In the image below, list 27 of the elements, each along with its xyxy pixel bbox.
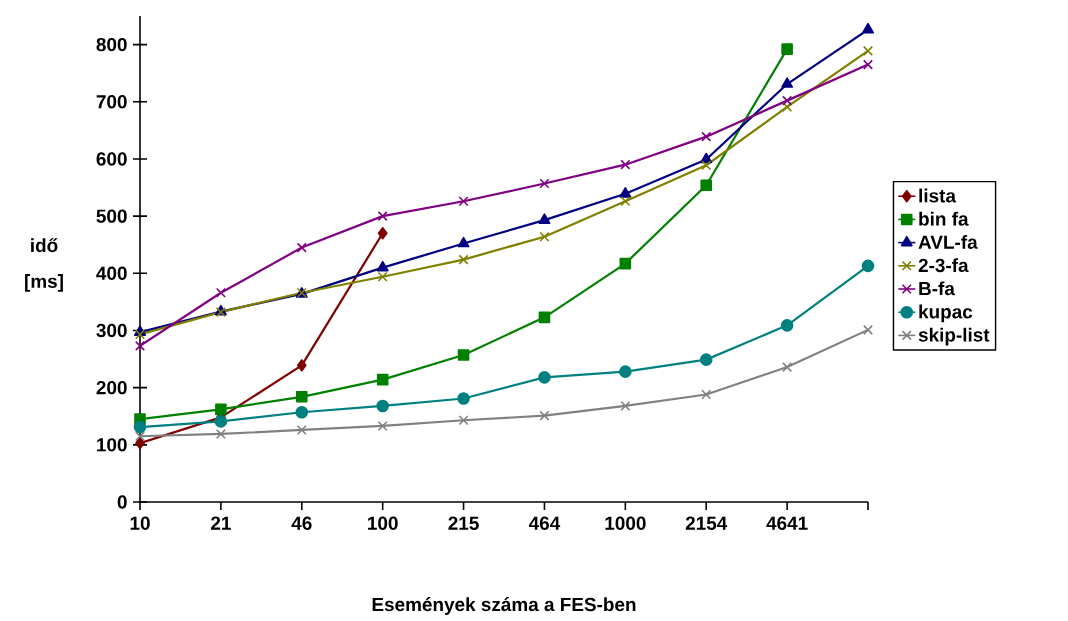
legend-label: skip-list	[918, 327, 990, 346]
x-tick-label: 464	[528, 516, 561, 530]
legend-label: lista	[919, 188, 957, 203]
legend-label: kupac	[919, 304, 973, 323]
legend-label: AVL-fa	[918, 235, 978, 249]
x-tick-label: 46	[291, 516, 312, 530]
y-tick-label: 400	[96, 266, 127, 281]
y-tick-label: 500	[96, 209, 127, 223]
x-tick-label: 1000	[605, 516, 646, 530]
x-tick-label: 100	[368, 516, 398, 530]
x-tick-label: 2154	[685, 516, 728, 530]
x-tick-label: 215	[448, 516, 479, 530]
x-axis-title: Események száma a FES-ben	[372, 597, 636, 615]
y-tick-label: 0	[117, 495, 127, 509]
legend-label: bin fa	[919, 211, 969, 226]
x-tick-label: 21	[211, 516, 231, 530]
y-tick-label: 300	[96, 323, 127, 338]
x-tick-label: 10	[130, 516, 150, 530]
y-tick-label: 600	[96, 152, 127, 166]
y-tick-label: 200	[96, 380, 127, 395]
y-tick-label: 700	[96, 95, 127, 109]
x-tick-label: 4641	[766, 516, 808, 530]
y-tick-label: 800	[96, 37, 127, 52]
y-axis-title: idő [ms]	[25, 238, 63, 292]
legend-label: 2-3-fa	[918, 258, 969, 273]
legend-label: B-fa	[919, 281, 955, 296]
y-tick-label: 100	[97, 438, 127, 452]
